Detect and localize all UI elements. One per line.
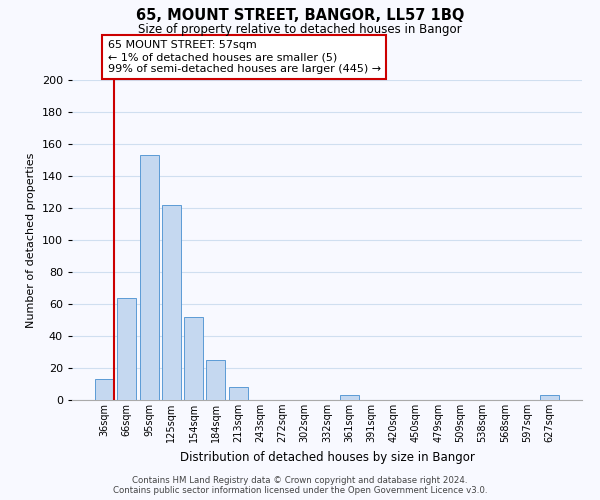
Bar — [340, 395, 359, 400]
Bar — [162, 205, 181, 400]
X-axis label: Distribution of detached houses by size in Bangor: Distribution of detached houses by size … — [179, 450, 475, 464]
Text: 65 MOUNT STREET: 57sqm
← 1% of detached houses are smaller (5)
99% of semi-detac: 65 MOUNT STREET: 57sqm ← 1% of detached … — [108, 40, 381, 74]
Bar — [184, 317, 203, 400]
Text: 65, MOUNT STREET, BANGOR, LL57 1BQ: 65, MOUNT STREET, BANGOR, LL57 1BQ — [136, 8, 464, 22]
Bar — [229, 387, 248, 400]
Bar — [140, 155, 158, 400]
Text: Size of property relative to detached houses in Bangor: Size of property relative to detached ho… — [138, 22, 462, 36]
Y-axis label: Number of detached properties: Number of detached properties — [26, 152, 36, 328]
Bar — [206, 360, 225, 400]
Bar — [95, 379, 114, 400]
Text: Contains HM Land Registry data © Crown copyright and database right 2024.
Contai: Contains HM Land Registry data © Crown c… — [113, 476, 487, 495]
Bar — [540, 395, 559, 400]
Bar — [118, 298, 136, 400]
